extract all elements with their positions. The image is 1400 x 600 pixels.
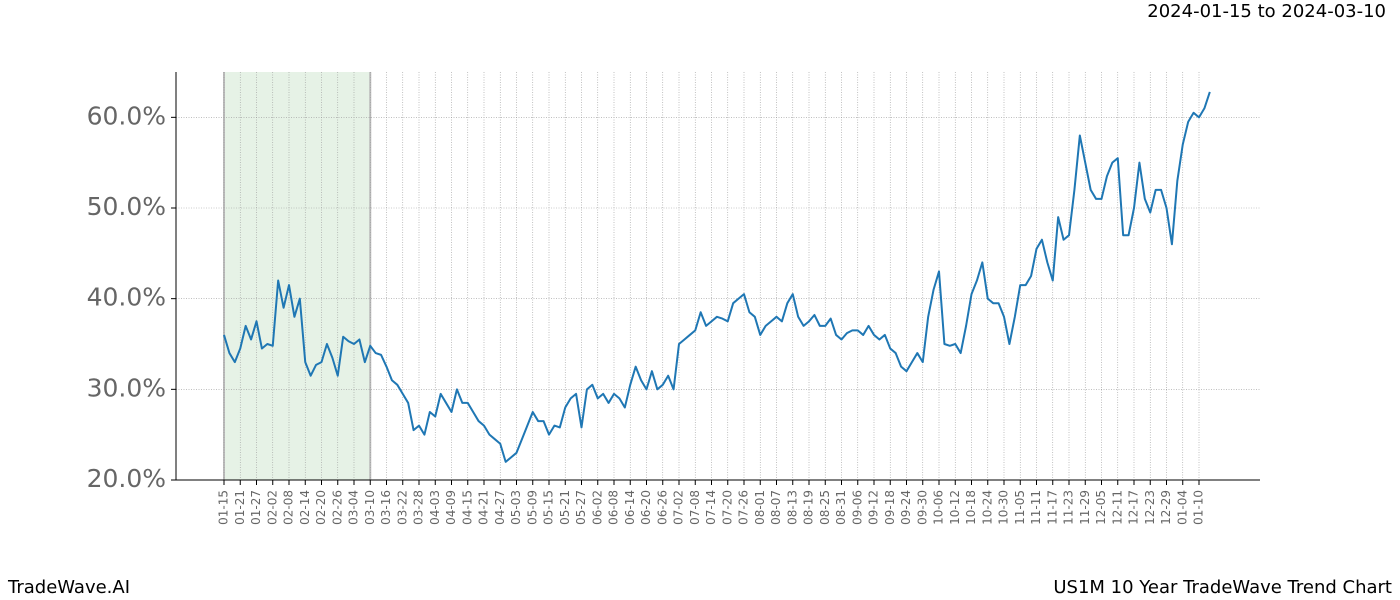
x-tick-label: 06-20 bbox=[639, 490, 653, 525]
x-tick-label: 04-27 bbox=[493, 490, 507, 525]
x-tick-label: 12-11 bbox=[1110, 490, 1124, 525]
x-tick-label: 06-14 bbox=[623, 490, 637, 525]
x-tick-label: 08-01 bbox=[753, 490, 767, 525]
x-tick-label: 06-08 bbox=[607, 490, 621, 525]
x-tick-label: 03-04 bbox=[347, 490, 361, 525]
x-tick-label: 08-19 bbox=[802, 490, 816, 525]
x-tick-label: 07-08 bbox=[688, 490, 702, 525]
x-tick-label: 09-30 bbox=[915, 490, 929, 525]
y-tick-label: 20.0% bbox=[87, 464, 166, 493]
x-tick-label: 09-06 bbox=[850, 490, 864, 525]
x-tick-label: 08-13 bbox=[785, 490, 799, 525]
x-tick-label: 01-27 bbox=[249, 490, 263, 525]
x-tick-label: 03-28 bbox=[412, 490, 426, 525]
x-tick-label: 04-15 bbox=[460, 490, 474, 525]
x-tick-label: 02-26 bbox=[330, 490, 344, 525]
x-tick-label: 12-05 bbox=[1094, 490, 1108, 525]
x-tick-label: 05-09 bbox=[525, 490, 539, 525]
x-tick-label: 06-26 bbox=[655, 490, 669, 525]
y-tick-label: 30.0% bbox=[87, 373, 166, 402]
x-tick-label: 02-14 bbox=[298, 490, 312, 525]
x-tick-label: 10-24 bbox=[980, 490, 994, 525]
x-tick-label: 08-31 bbox=[834, 490, 848, 525]
x-tick-label: 12-29 bbox=[1159, 490, 1173, 525]
chart-subtitle: 2024-01-15 to 2024-03-10 bbox=[1147, 1, 1386, 22]
x-tick-label: 12-23 bbox=[1143, 490, 1157, 525]
x-tick-label: 04-03 bbox=[428, 490, 442, 525]
x-tick-label: 03-10 bbox=[363, 490, 377, 525]
x-tick-label: 10-18 bbox=[964, 490, 978, 525]
x-tick-label: 01-10 bbox=[1192, 490, 1206, 525]
x-tick-label: 11-11 bbox=[1029, 490, 1043, 525]
footer-right: US1M 10 Year TradeWave Trend Chart bbox=[1053, 577, 1392, 598]
x-tick-label: 12-17 bbox=[1127, 490, 1141, 525]
x-tick-label: 01-21 bbox=[233, 490, 247, 525]
x-tick-label: 10-30 bbox=[997, 490, 1011, 525]
x-tick-label: 09-18 bbox=[883, 490, 897, 525]
x-tick-label: 11-29 bbox=[1078, 490, 1092, 525]
highlight-band bbox=[224, 72, 371, 480]
x-tick-label: 05-27 bbox=[574, 490, 588, 525]
x-tick-label: 01-04 bbox=[1175, 490, 1189, 525]
x-tick-label: 08-07 bbox=[769, 490, 783, 525]
x-tick-label: 07-02 bbox=[672, 490, 686, 525]
x-tick-label: 05-15 bbox=[542, 490, 556, 525]
y-tick-label: 60.0% bbox=[87, 101, 166, 130]
x-tick-label: 09-24 bbox=[899, 490, 913, 525]
x-tick-label: 07-14 bbox=[704, 490, 718, 525]
x-tick-label: 02-02 bbox=[265, 490, 279, 525]
x-tick-label: 05-21 bbox=[558, 490, 572, 525]
x-tick-label: 02-20 bbox=[314, 490, 328, 525]
x-tick-label: 01-15 bbox=[217, 490, 231, 525]
x-tick-label: 02-08 bbox=[282, 490, 296, 525]
x-tick-label: 03-16 bbox=[379, 490, 393, 525]
y-tick-label: 50.0% bbox=[87, 192, 166, 221]
x-tick-label: 08-25 bbox=[818, 490, 832, 525]
x-tick-label: 11-05 bbox=[1013, 490, 1027, 525]
x-tick-label: 05-03 bbox=[509, 490, 523, 525]
x-tick-label: 10-06 bbox=[932, 490, 946, 525]
x-tick-label: 07-20 bbox=[720, 490, 734, 525]
series-line bbox=[223, 91, 1211, 463]
x-tick-label: 07-26 bbox=[737, 490, 751, 525]
x-tick-label: 11-17 bbox=[1045, 490, 1059, 525]
x-tick-label: 11-23 bbox=[1062, 490, 1076, 525]
x-tick-label: 03-22 bbox=[395, 490, 409, 525]
x-tick-label: 10-12 bbox=[948, 490, 962, 525]
x-tick-label: 04-09 bbox=[444, 490, 458, 525]
x-tick-label: 09-12 bbox=[867, 490, 881, 525]
y-tick-label: 40.0% bbox=[87, 283, 166, 312]
x-tick-label: 06-02 bbox=[590, 490, 604, 525]
footer-left: TradeWave.AI bbox=[7, 577, 130, 598]
x-tick-label: 04-21 bbox=[477, 490, 491, 525]
